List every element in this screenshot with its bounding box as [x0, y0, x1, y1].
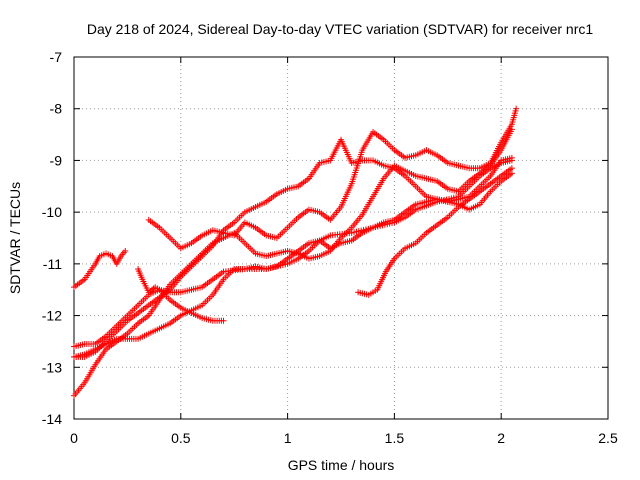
x-tick-label: 1 [284, 430, 292, 446]
y-tick-label: -14 [42, 411, 62, 427]
y-tick-label: -13 [42, 359, 62, 375]
x-tick-label: 1.5 [385, 430, 405, 446]
y-tick-label: -12 [42, 308, 62, 324]
data-point [508, 170, 515, 177]
y-tick-label: -7 [50, 49, 63, 65]
x-tick-label: 0.5 [171, 430, 191, 446]
y-tick-label: -8 [50, 101, 63, 117]
data-point [122, 247, 129, 254]
y-tick-label: -9 [50, 152, 63, 168]
data-point [508, 165, 515, 172]
chart-title: Day 218 of 2024, Sidereal Day-to-day VTE… [87, 21, 593, 37]
data-point [513, 105, 520, 112]
x-tick-label: 0 [70, 430, 78, 446]
y-tick-label: -10 [42, 204, 62, 220]
y-tick-label: -11 [43, 256, 62, 272]
y-axis-label: SDTVAR / TECUs [7, 182, 23, 294]
x-axis: 0 0.5 1 1.5 2 2.5 [70, 57, 618, 446]
x-tick-label: 2.5 [598, 430, 618, 446]
x-axis-label: GPS time / hours [288, 457, 395, 473]
x-tick-label: 2 [497, 430, 505, 446]
data-point [508, 154, 515, 161]
y-axis: -14 -13 -12 -11 -10 -9 -8 -7 [42, 49, 608, 427]
data-point [220, 317, 227, 324]
plot-frame [73, 56, 609, 420]
data-points [71, 105, 520, 399]
